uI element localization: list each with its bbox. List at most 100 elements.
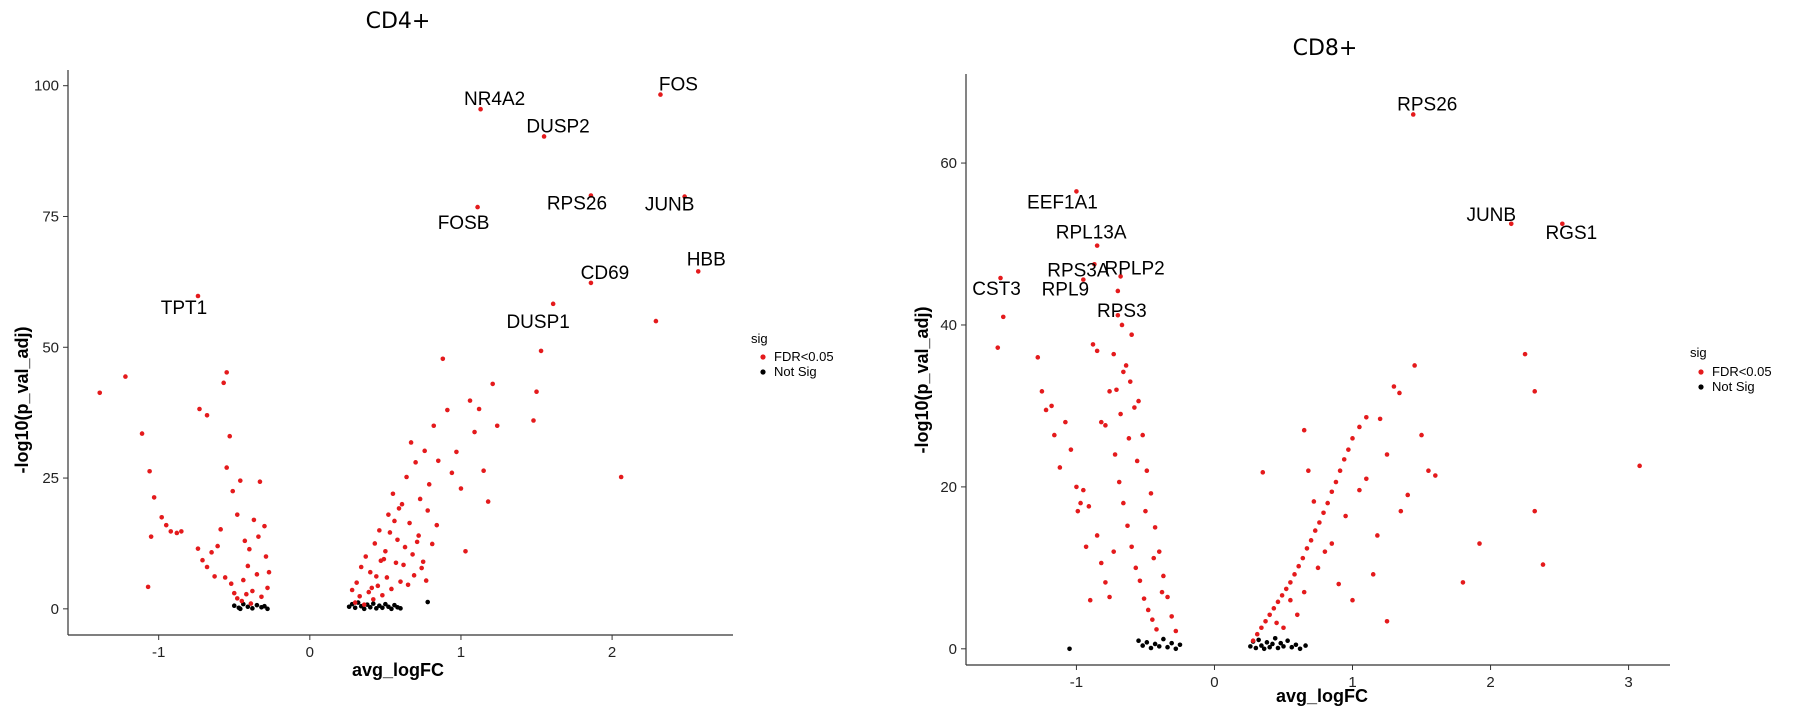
cd8-point-sig-labeled: [1560, 221, 1565, 227]
cd4-point-sig: [358, 564, 364, 570]
cd4-point-sig: [204, 412, 210, 418]
cd4-point-not-sig: [367, 604, 373, 610]
cd8-point-not-sig: [1267, 644, 1272, 650]
cd8-point-sig: [1165, 594, 1170, 600]
cd4-point-sig-labeled: [478, 106, 483, 112]
cd8-point-sig: [1115, 312, 1121, 318]
cd4-point-sig: [352, 600, 358, 605]
cd4-chart-title: CD4+: [366, 9, 431, 34]
cd8-point-sig: [1103, 423, 1108, 428]
cd8-point-sig: [1274, 620, 1279, 626]
cd4-point-sig: [445, 407, 450, 413]
cd4-point-not-sig: [380, 605, 385, 611]
cd8-point-sig: [1357, 487, 1362, 493]
cd8-point-sig: [1384, 618, 1390, 624]
cd4-point-sig: [435, 458, 441, 464]
cd8-point-sig: [1254, 631, 1260, 637]
cd8-point-sig: [1412, 363, 1417, 368]
cd8-point-sig: [1049, 403, 1054, 409]
cd8-point-sig: [1433, 473, 1438, 478]
cd4-point-sig: [405, 582, 411, 588]
cd8-point-not-sig: [1264, 640, 1270, 645]
cd4-point-sig: [472, 429, 477, 435]
cd4-point-sig: [383, 548, 388, 554]
cd4-point-sig: [200, 557, 205, 563]
cd8-gene-label: RPL13A: [1056, 223, 1127, 244]
cd4-point-sig: [366, 589, 372, 595]
cd4-point-sig: [234, 596, 240, 601]
cd4-point-sig: [248, 601, 254, 606]
cd4-point-sig: [422, 448, 427, 454]
cd8-point-sig: [1250, 638, 1256, 644]
cd4-point-sig-labeled: [588, 193, 594, 198]
cd4-point-sig: [123, 374, 128, 379]
cd4-gene-label: DUSP1: [506, 312, 569, 333]
cd4-point-sig: [237, 478, 243, 483]
cd4-point-sig: [372, 541, 378, 546]
cd4-point-sig: [215, 543, 220, 549]
cd8-point-sig: [1052, 432, 1057, 438]
cd4-gene-label: NR4A2: [464, 89, 525, 110]
cd4-point-sig: [242, 538, 248, 544]
cd8-y-tick-label: 40: [940, 317, 957, 334]
cd8-point-sig: [1087, 597, 1093, 603]
cd4-gene-label: TPT1: [161, 298, 207, 319]
cd8-point-sig: [1370, 572, 1376, 577]
cd4-point-sig: [363, 554, 369, 559]
cd8-point-sig: [1281, 625, 1286, 631]
cd8-point-sig-labeled: [998, 275, 1003, 281]
cd8-point-sig: [1127, 379, 1133, 384]
cd4-point-sig: [386, 512, 391, 517]
cd4-point-sig: [402, 544, 408, 550]
cd4-point-sig: [197, 406, 202, 412]
cd8-point-sig: [1141, 596, 1147, 601]
cd8-gene-label: RPLP2: [1105, 258, 1165, 279]
cd8-x-tick-label: 3: [1624, 674, 1632, 691]
cd8-point-sig: [1317, 520, 1322, 525]
cd4-gene-label: JUNB: [645, 195, 695, 216]
cd8-point-sig: [1107, 594, 1112, 600]
cd4-point-sig: [147, 468, 152, 474]
cd8-point-sig-labeled: [1508, 221, 1514, 227]
cd8-x-tick-label: -1: [1070, 674, 1083, 691]
cd4-point-sig: [148, 534, 154, 539]
cd8-point-sig-labeled: [1081, 277, 1086, 282]
cd4-x-tick-label: 2: [608, 644, 616, 661]
cd4-point-sig: [374, 574, 379, 579]
cd8-point-sig: [1075, 508, 1081, 514]
cd8-point-sig: [1094, 533, 1100, 538]
cd8-gene-label: JUNB: [1466, 205, 1516, 226]
cd4-point-sig: [449, 470, 455, 476]
cd4-point-sig: [407, 520, 412, 526]
cd4-point-sig: [228, 581, 234, 587]
cd4-point-sig: [467, 398, 473, 403]
cd8-point-sig: [1098, 419, 1104, 425]
cd4-point-not-sig: [425, 599, 431, 605]
cd4-point-sig: [263, 554, 269, 559]
cd8-point-sig: [1296, 563, 1301, 569]
cd8-point-sig: [1035, 355, 1041, 360]
cd8-legend-label-sig: FDR<0.05: [1712, 364, 1772, 379]
cd4-point-sig: [251, 517, 257, 523]
cd8-point-sig: [1301, 589, 1307, 595]
cd4-point-sig: [399, 501, 405, 507]
cd8-point-sig: [1263, 618, 1268, 624]
cd8-point-sig: [1145, 607, 1151, 613]
cd8-point-sig: [1121, 369, 1126, 375]
cd8-point-not-sig: [1285, 638, 1290, 644]
cd8-point-sig: [1074, 484, 1079, 490]
cd4-point-sig-labeled: [695, 269, 701, 274]
cd8-point-sig: [1137, 578, 1143, 584]
cd4-point-sig: [395, 537, 400, 543]
cd4-point-sig: [266, 569, 272, 575]
cd8-point-sig: [1283, 586, 1289, 592]
cd8-y-axis-title: -log10(p_val_adj): [912, 306, 932, 453]
cd4-point-sig: [390, 491, 396, 497]
cd8-point-sig: [1375, 533, 1380, 538]
cd8-point-sig: [1000, 314, 1006, 320]
cd4-point-sig: [534, 389, 539, 395]
cd4-point-sig: [244, 591, 249, 597]
cd8-point-sig: [1090, 342, 1096, 347]
cd4-point-sig: [618, 474, 624, 480]
cd8-point-sig-labeled: [1118, 274, 1123, 279]
